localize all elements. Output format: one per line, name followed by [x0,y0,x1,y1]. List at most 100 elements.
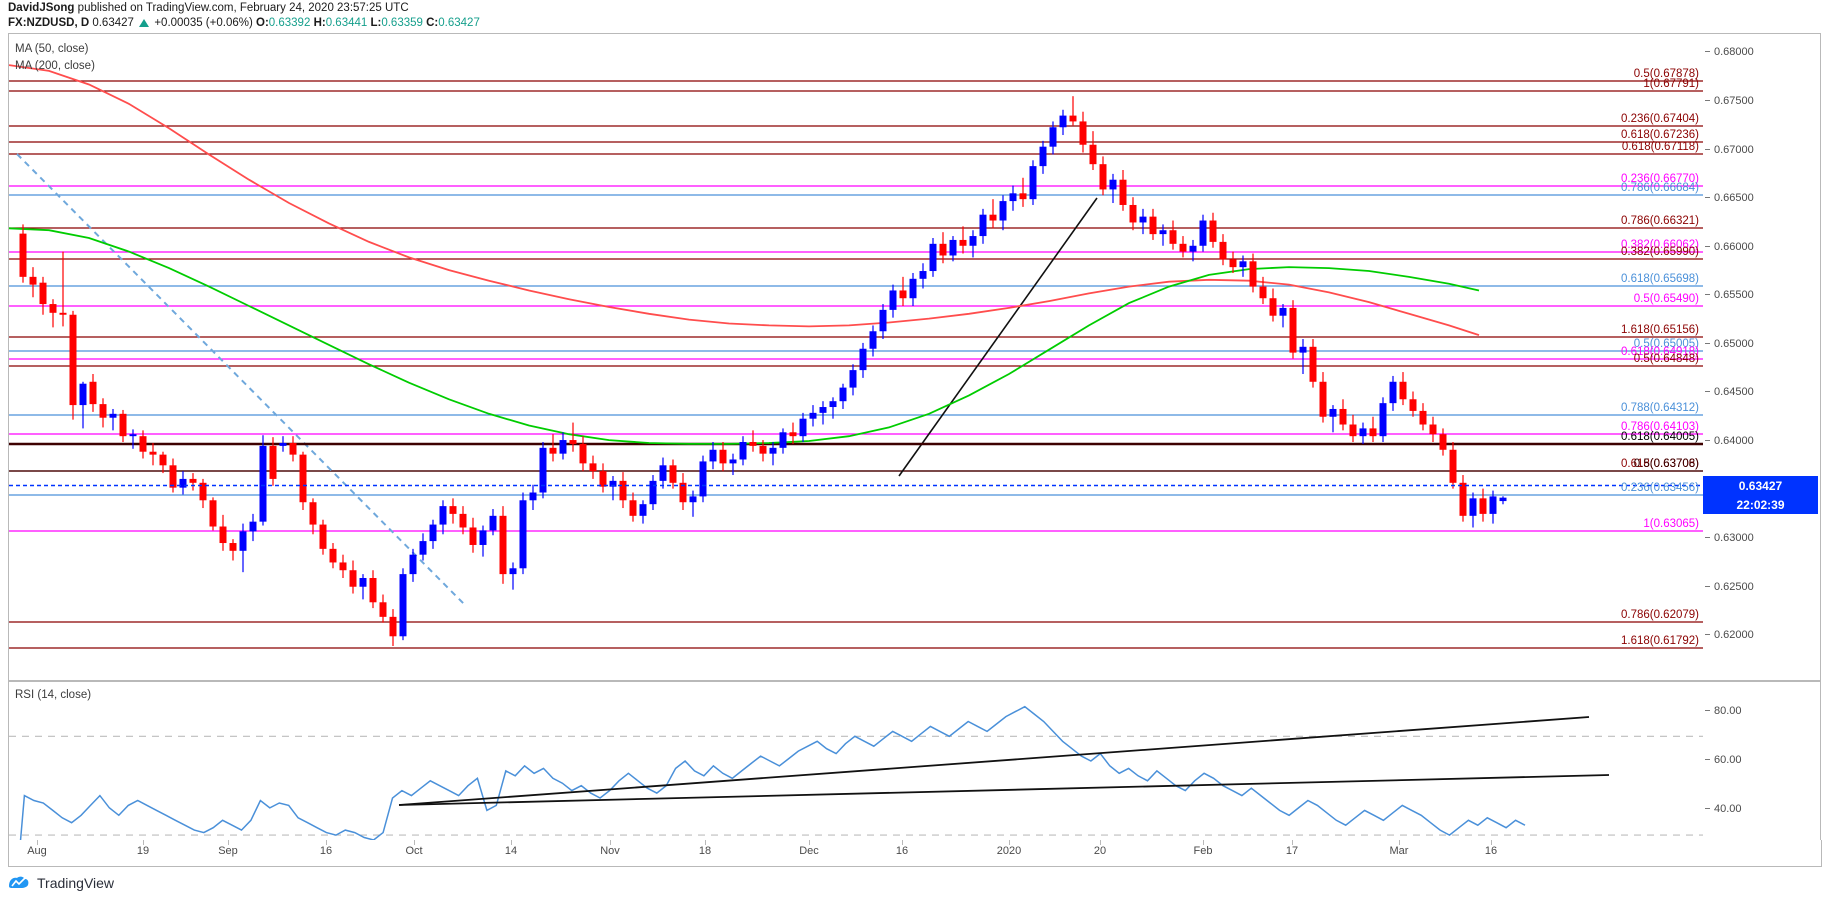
low-label: L: [370,17,382,29]
time-axis-label: 19 [136,845,150,857]
price-change: +0.00035 (+0.06%) [154,17,253,29]
close-label: C: [426,17,439,29]
published-date: February 24, 2020 23:57:25 UTC [239,2,409,14]
price-axis-tick: 0.64000 [1705,435,1754,447]
rsi-axis[interactable]: 80.00 60.00 40.00 [1703,681,1821,841]
time-axis[interactable]: Aug 19 Sep 16 Oct 14 Nov 18 Dec 16 2020 20 Feb 17 Mar 1… [8,840,1822,867]
price-axis-tick: 0.66000 [1705,241,1754,253]
time-axis-separator [228,840,229,845]
time-axis-separator [326,840,327,845]
time-axis-label: 16 [1484,845,1498,857]
fib-level-label: 0.618(0.63706) [1620,458,1699,470]
time-axis-separator [143,840,144,845]
time-axis-label: 18 [698,845,712,857]
time-axis-label: 16 [319,845,333,857]
rsi-canvas [9,705,1703,840]
fib-level-label: 0.618(0.65698) [1620,273,1699,285]
time-axis-label: 14 [504,845,518,857]
time-axis-label: Oct [405,845,423,857]
tradingview-brand-label: TradingView [37,875,115,891]
current-price-badge: 0.63427 [1703,476,1818,495]
fib-level-label: 0.786(0.64103) [1620,421,1699,433]
fib-level-label: 0.236(0.66770) [1620,173,1699,185]
bar-countdown-badge: 22:02:39 [1703,495,1818,514]
symbol-label[interactable]: FX:NZDUSD, D [8,17,90,29]
rsi-pane[interactable]: RSI (14, close) [8,681,1704,841]
author-name: DavidJSong [8,2,75,14]
fib-level-label: 0.618(0.67236) [1620,129,1699,141]
price-chart-pane[interactable]: MA (50, close) MA (200, close) 0.5(0.678… [8,33,1704,681]
time-axis-label: 20 [1093,845,1107,857]
up-triangle-icon [139,19,150,27]
time-axis-separator [1491,840,1492,845]
time-axis-separator [37,840,38,845]
time-axis-label: Nov [600,845,620,857]
fib-level-label: 0.788(0.64312) [1620,402,1699,414]
fib-level-label: 0.618(0.64918) [1620,346,1699,358]
price-axis-tick: 0.66500 [1705,192,1754,204]
time-axis-separator [1100,840,1101,845]
fib-level-label: 0.382(0.66062) [1620,239,1699,251]
time-axis-label: Dec [799,845,819,857]
close-value: 0.63427 [438,17,480,29]
fib-level-label: 0.618(0.64005) [1620,431,1699,443]
rsi-axis-tick: 80.00 [1705,705,1742,717]
price-axis[interactable]: 0.68000 0.67500 0.67000 0.66500 0.66000 0.655… [1703,33,1821,681]
fib-level-label: 1(0.63065) [1643,518,1699,530]
fib-level-label: 0.786(0.66321) [1620,215,1699,227]
symbol-quote-line: FX:NZDUSD, D 0.63427 +0.00035 (+0.06%) O… [8,17,480,29]
time-axis-separator [1009,840,1010,845]
fib-level-label: 0.786(0.66684) [1620,182,1699,194]
time-axis-separator [809,840,810,845]
time-axis-label: Aug [27,845,47,857]
last-price: 0.63427 [92,17,134,29]
time-axis-separator [1399,840,1400,845]
price-axis-tick: 0.67500 [1705,95,1754,107]
footer: TradingView [8,870,114,896]
high-value: 0.63441 [325,17,368,29]
price-axis-tick: 0.64500 [1705,386,1754,398]
publisher-line: DavidJSong published on TradingView.com,… [8,2,409,14]
fib-level-label: 0.5(0.65490) [1633,293,1699,305]
time-axis-separator [610,840,611,845]
fib-level-label: 0.5(0.65005) [1633,338,1699,350]
price-axis-tick: 0.62500 [1705,581,1754,593]
price-axis-tick: 0.65500 [1705,289,1754,301]
time-axis-separator [1292,840,1293,845]
fib-level-label: 0.786(0.62079) [1620,609,1699,621]
rsi-title[interactable]: RSI (14, close) [15,689,92,701]
rsi-axis-tick: 60.00 [1705,754,1742,766]
time-axis-separator [902,840,903,845]
price-axis-tick: 0.63000 [1705,532,1754,544]
fib-level-label: 0.236(0.67404) [1620,113,1699,125]
ma50-title[interactable]: MA (50, close) [15,43,89,55]
fib-level-label: 0.5(0.64848) [1633,353,1699,365]
tradingview-logo-icon [8,875,30,891]
fib-level-label: 0.5(0.63708) [1633,458,1699,470]
price-axis-tick: 0.62000 [1705,629,1754,641]
fib-level-label: 1(0.67791) [1643,78,1699,90]
fib-level-label: 1.618(0.65156) [1620,324,1699,336]
rsi-axis-tick: 40.00 [1705,803,1742,815]
high-label: H: [313,17,326,29]
open-value: 0.63392 [268,17,311,29]
fib-level-label: 0.382(0.65990) [1620,246,1699,258]
published-prefix: published on TradingView.com, [77,2,237,14]
fib-level-label: 0.618(0.67118) [1621,141,1699,153]
ma200-title[interactable]: MA (200, close) [15,60,95,72]
time-axis-label: 2020 [996,845,1022,857]
fib-level-label: 0.236(0.63456) [1620,482,1699,494]
price-axis-tick: 0.67000 [1705,144,1754,156]
time-axis-label: Mar [1389,845,1409,857]
price-axis-tick: 0.65000 [1705,338,1754,350]
open-label: O: [256,17,269,29]
low-value: 0.63359 [381,17,423,29]
time-axis-label: Feb [1193,845,1213,857]
time-axis-label: 17 [1285,845,1299,857]
time-axis-separator [414,840,415,845]
fib-level-label: 1.618(0.61792) [1620,635,1699,647]
price-axis-tick: 0.68000 [1705,46,1754,58]
time-axis-label: 16 [895,845,909,857]
fib-level-label: 0.5(0.67878) [1633,68,1699,80]
time-axis-label: Sep [218,845,238,857]
